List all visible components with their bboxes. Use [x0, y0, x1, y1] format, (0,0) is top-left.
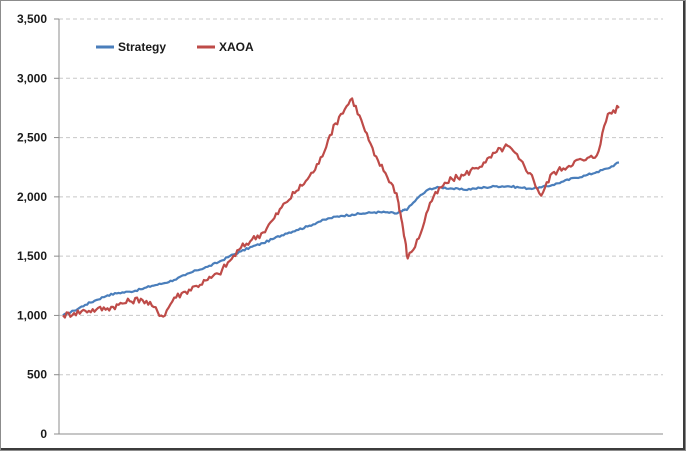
- legend-item-xaoa: XAOA: [197, 40, 254, 54]
- legend-label-xaoa: XAOA: [219, 40, 254, 54]
- series-lines: [62, 97, 620, 319]
- y-tick-label-2000: 2,000: [17, 190, 47, 204]
- y-tick-label-500: 500: [27, 368, 47, 382]
- legend: Strategy XAOA: [96, 40, 254, 54]
- legend-label-strategy: Strategy: [118, 40, 166, 54]
- legend-item-strategy: Strategy: [96, 40, 166, 54]
- y-tick-label-3500: 3,500: [17, 12, 47, 26]
- y-tick-label-2500: 2,500: [17, 131, 47, 145]
- series-line-strategy: [62, 161, 620, 317]
- axes: [54, 18, 663, 435]
- series-line-xaoa: [62, 97, 620, 319]
- y-tick-label-0: 0: [40, 427, 47, 441]
- y-tick-labels: 0 500 1,000 1,500 2,000 2,500 3,000 3,500: [17, 12, 47, 441]
- grid-lines: [59, 18, 663, 376]
- y-tick-label-3000: 3,000: [17, 71, 47, 85]
- y-tick-label-1000: 1,000: [17, 308, 47, 322]
- y-tick-label-1500: 1,500: [17, 249, 47, 263]
